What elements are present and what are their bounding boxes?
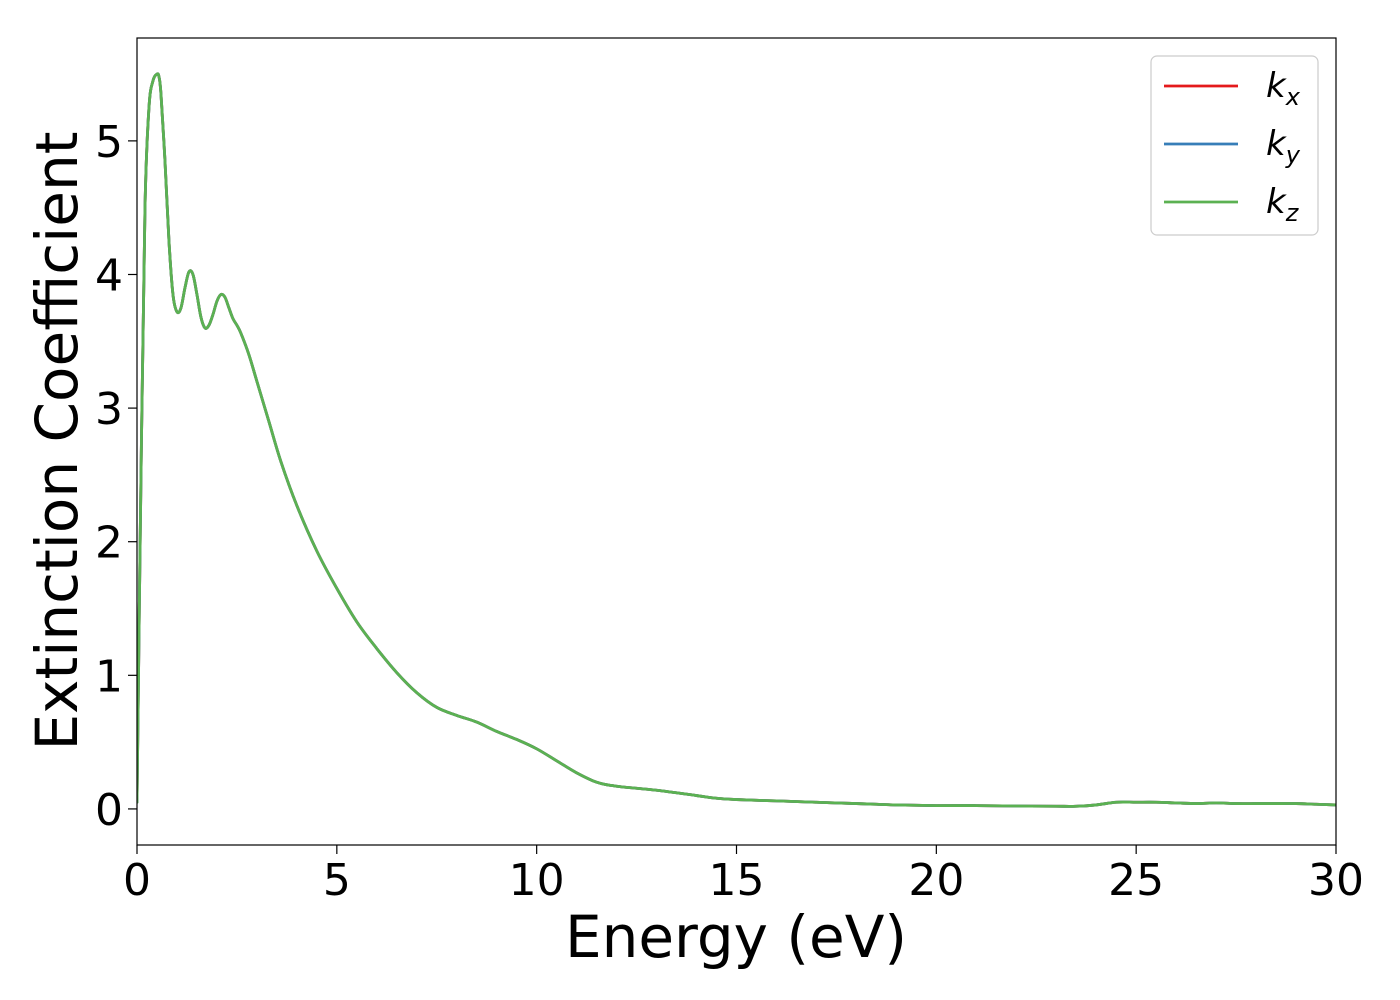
y-tick-label: 1	[95, 651, 123, 702]
legend-entries: kx ky kz	[1164, 66, 1301, 227]
y-tick-label: 5	[95, 117, 123, 168]
legend-label-x: kx	[1266, 66, 1301, 111]
x-tick-label: 10	[509, 855, 565, 906]
x-tick-label: 25	[1108, 855, 1164, 906]
y-tick-label: 2	[95, 518, 123, 569]
y-tick-label: 0	[95, 785, 123, 836]
legend-label-y: ky	[1266, 124, 1301, 169]
y-tick-label: 4	[95, 250, 123, 301]
y-axis-label: Extinction Coefficient	[23, 132, 91, 751]
series-line-z	[137, 72, 1336, 808]
legend: kx ky kz	[1150, 55, 1319, 236]
x-axis: 0 5 10 15 20 25 30	[123, 845, 1364, 906]
x-tick-label: 0	[123, 855, 151, 906]
legend-label-z: kz	[1266, 182, 1300, 227]
y-axis: 0 1 2 3 4 5	[95, 117, 137, 836]
x-tick-label: 30	[1308, 855, 1364, 906]
x-tick-label: 5	[323, 855, 351, 906]
series-layer	[137, 72, 1336, 808]
x-tick-label: 15	[709, 855, 765, 906]
legend-box	[1150, 55, 1319, 236]
x-axis-label: Energy (eV)	[565, 903, 907, 971]
y-tick-label: 3	[95, 384, 123, 435]
x-tick-label: 20	[908, 855, 964, 906]
